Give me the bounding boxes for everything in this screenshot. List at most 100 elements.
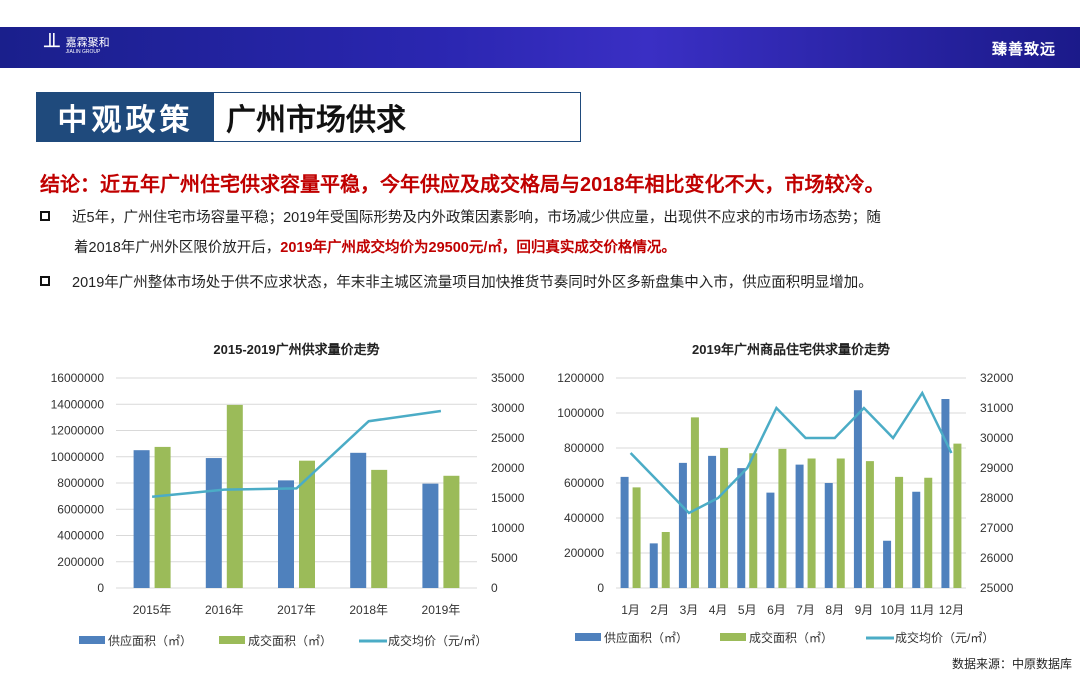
y-tick-label: 4000000 <box>57 529 104 543</box>
square-bullet-icon <box>40 211 50 222</box>
bar-supply <box>278 480 294 588</box>
y-tick-label: 8000000 <box>57 476 104 490</box>
x-tick-label: 2017年 <box>277 603 316 617</box>
bar-sales <box>865 461 874 588</box>
x-tick-label: 6月 <box>767 603 786 617</box>
y2-tick-label: 29000 <box>980 461 1014 475</box>
y-tick-label: 2000000 <box>57 555 104 569</box>
data-source: 数据来源：中原数据库 <box>951 657 1072 671</box>
y-tick-label: 200000 <box>564 546 604 560</box>
y2-tick-label: 28000 <box>980 491 1014 505</box>
bar-supply <box>824 483 833 588</box>
header-banner: ╨ 嘉霖聚和 JIALIN GROUP 臻善致远 <box>0 27 1080 68</box>
x-tick-label: 8月 <box>825 603 844 617</box>
logo-mark-icon: ╨ <box>44 33 60 58</box>
bar-supply <box>766 492 775 588</box>
y2-tick-label: 10000 <box>491 521 525 535</box>
bar-supply <box>422 483 439 588</box>
x-tick-label: 9月 <box>855 603 874 617</box>
bar-supply <box>620 476 629 588</box>
y-tick-label: 16000000 <box>51 371 105 385</box>
bar-supply <box>737 468 746 588</box>
bar-sales <box>443 475 460 588</box>
y2-tick-label: 20000 <box>491 461 525 475</box>
x-tick-label: 7月 <box>796 603 815 617</box>
bar-sales <box>807 458 816 588</box>
x-tick-label: 5月 <box>738 603 757 617</box>
bar-sales <box>778 448 787 588</box>
y2-tick-label: 25000 <box>980 581 1014 595</box>
bar-sales <box>895 476 904 588</box>
bar-supply <box>205 458 222 588</box>
y-tick-label: 6000000 <box>57 502 104 516</box>
title-topic: 广州市场供求 <box>226 104 406 137</box>
bar-sales <box>690 417 699 588</box>
y-tick-label: 800000 <box>564 441 604 455</box>
x-tick-label: 2019年 <box>422 603 461 617</box>
x-tick-label: 2月 <box>650 603 669 617</box>
legend-label: 成交均价（元/㎡） <box>388 633 487 648</box>
bar-supply <box>912 491 921 588</box>
section-title: 中观政策 广州市场供求 <box>36 92 581 142</box>
y-tick-label: 1000000 <box>557 406 604 420</box>
y-tick-label: 10000000 <box>51 450 105 464</box>
chart-annual-supply-demand: 2015-2019广州供求量价走势 0 2000000 4000000 6000000 8… <box>51 342 525 648</box>
legend-swatch <box>79 636 105 644</box>
bullet-text: 着2018年广州外区限价放开后， <box>74 240 281 256</box>
legend-label: 供应面积（㎡） <box>604 630 688 645</box>
y-tick-label: 400000 <box>564 511 604 525</box>
y2-tick-label: 15000 <box>491 491 525 505</box>
bullet-text: 近5年，广州住宅市场容量平稳；2019年受国际形势及内外政策因素影响，市场减少供… <box>72 210 881 226</box>
legend-label: 成交面积（㎡） <box>248 633 332 648</box>
y2-tick-label: 30000 <box>491 401 525 415</box>
chart-title: 2019年广州商品住宅供求量价走势 <box>692 342 890 357</box>
y-tick-label: 1200000 <box>557 371 604 385</box>
y2-tick-label: 32000 <box>980 371 1014 385</box>
x-tick-label: 2016年 <box>205 603 244 617</box>
x-tick-label: 12月 <box>939 603 964 617</box>
y2-tick-label: 26000 <box>980 551 1014 565</box>
logo-name: 嘉霖聚和 <box>65 36 110 49</box>
bar-sales <box>924 477 933 588</box>
y2-tick-label: 27000 <box>980 521 1014 535</box>
bullet-1: 近5年，广州住宅市场容量平稳；2019年受国际形势及内外政策因素影响，市场减少供… <box>40 203 1040 263</box>
x-tick-label: 11月 <box>910 603 934 617</box>
bar-sales <box>661 532 670 588</box>
y2-tick-label: 25000 <box>491 431 525 445</box>
y-tick-label: 0 <box>97 581 104 595</box>
y-tick-label: 600000 <box>564 476 604 490</box>
bar-sales <box>632 487 641 588</box>
bullet-2: 2019年广州整体市场处于供不应求状态，年末非主城区流量项目加快推货节奏同时外区… <box>40 268 1040 298</box>
bar-supply <box>350 452 367 588</box>
bar-sales <box>226 404 243 588</box>
company-logo: ╨ 嘉霖聚和 JIALIN GROUP <box>44 35 110 57</box>
y2-tick-label: 5000 <box>491 551 518 565</box>
bar-supply <box>883 540 892 588</box>
y2-tick-label: 0 <box>491 581 498 595</box>
legend-label: 成交面积（㎡） <box>749 630 833 645</box>
bar-sales <box>749 453 758 588</box>
line-price <box>151 409 442 499</box>
x-tick-label: 10月 <box>880 603 905 617</box>
x-tick-label: 4月 <box>709 603 728 617</box>
conclusion: 结论：近五年广州住宅供求容量平稳，今年供应及成交格局与2018年相比变化不大，市… <box>40 174 885 196</box>
bullet-text: 2019年广州整体市场处于供不应求状态，年末非主城区流量项目加快推货节奏同时外区… <box>72 275 873 291</box>
chart-title: 2015-2019广州供求量价走势 <box>213 342 379 357</box>
y-tick-label: 14000000 <box>51 397 105 411</box>
bar-sales <box>953 443 962 588</box>
legend-label: 供应面积（㎡） <box>108 633 192 648</box>
square-bullet-icon <box>40 276 50 287</box>
bar-sales <box>299 460 315 588</box>
bar-supply <box>678 462 687 588</box>
bar-supply <box>941 399 950 588</box>
bar-supply <box>649 543 658 588</box>
legend-swatch <box>720 633 746 641</box>
x-tick-label: 3月 <box>680 603 699 617</box>
bar-sales <box>836 458 845 588</box>
legend-swatch <box>219 636 245 644</box>
chart-monthly-supply-demand: 2019年广州商品住宅供求量价走势 0 200000 400000 600000 8000… <box>557 342 1014 645</box>
title-category: 中观政策 <box>37 93 214 141</box>
y2-tick-label: 31000 <box>980 401 1014 415</box>
bar-sales <box>720 448 729 588</box>
bullet-highlight: 2019年广州成交均价为29500元/㎡，回归真实成交价格情况。 <box>280 240 676 256</box>
